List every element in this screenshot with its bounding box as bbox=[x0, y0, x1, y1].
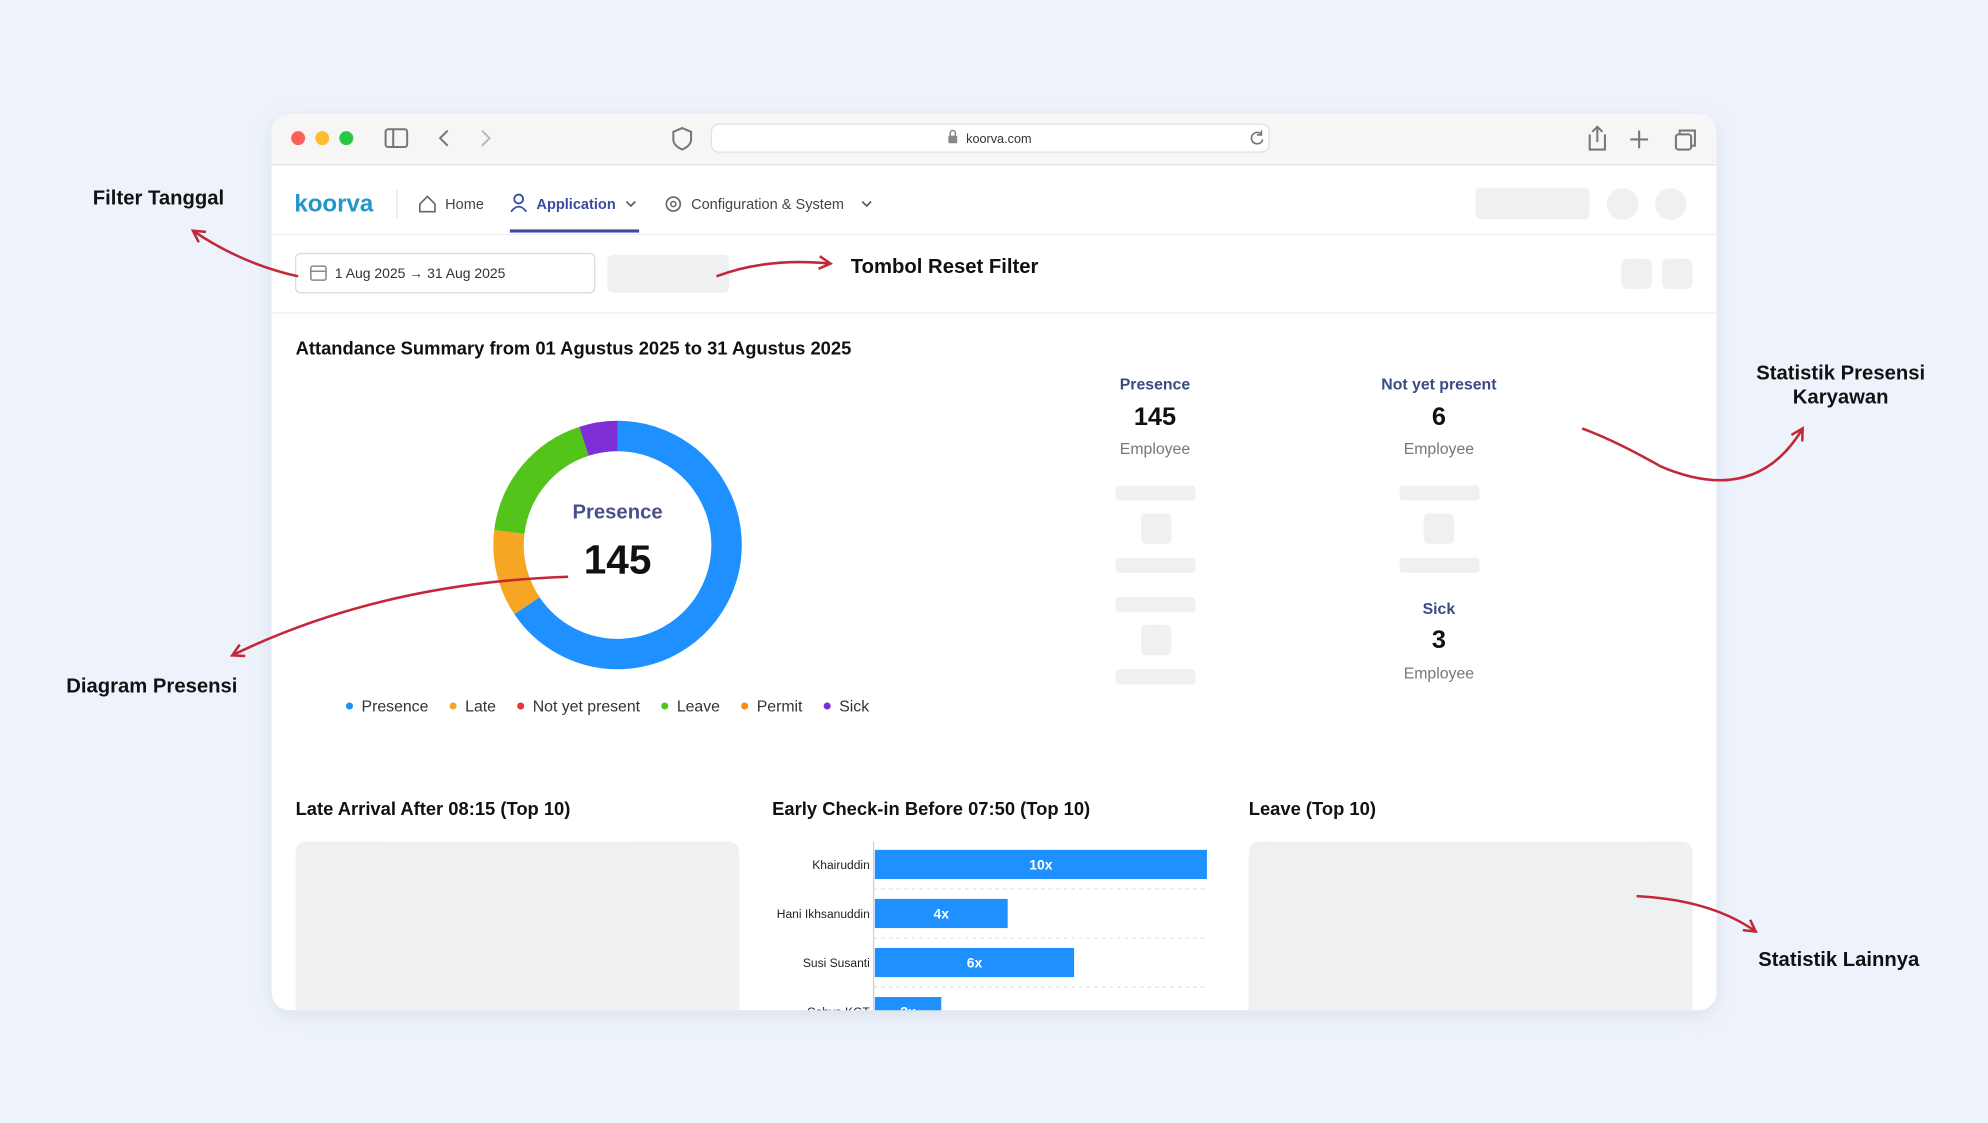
stat-skeletons bbox=[1115, 485, 1480, 685]
nav-item-active[interactable]: Application bbox=[536, 197, 615, 213]
panel-skeleton bbox=[295, 841, 740, 1011]
legend-swatch bbox=[345, 702, 354, 710]
panel-skeleton bbox=[1248, 841, 1693, 1011]
donut-segment bbox=[493, 530, 540, 615]
legend-label: Permit bbox=[757, 698, 803, 715]
bar bbox=[874, 849, 1207, 880]
stat-value: 145 bbox=[1134, 403, 1176, 431]
stat-card: Presence 145 Employee bbox=[1120, 377, 1191, 459]
bar-category-label: Hani Ikhsanuddin bbox=[777, 907, 870, 921]
logo[interactable]: koorva bbox=[294, 191, 374, 218]
browser-window bbox=[271, 114, 1717, 1011]
reset-filter-button[interactable] bbox=[607, 254, 730, 293]
bar-value-label: 2x bbox=[900, 1004, 916, 1020]
bar bbox=[874, 947, 1075, 978]
panel-title: Late Arrival After 08:15 (Top 10) bbox=[296, 798, 571, 819]
annotation: Statistik Presensi bbox=[1756, 362, 1925, 384]
window-content: koorva.com koorva Home Application Confi… bbox=[271, 114, 1717, 1020]
panel-title: Leave (Top 10) bbox=[1249, 798, 1376, 819]
legend-swatch bbox=[517, 702, 525, 710]
stat-card: Sick 3 Employee bbox=[1404, 601, 1475, 683]
legend-label: Sick bbox=[839, 698, 869, 715]
legend-swatch bbox=[661, 702, 669, 710]
legend-label: Leave bbox=[677, 698, 720, 715]
date-range-picker[interactable] bbox=[294, 252, 596, 294]
bar-value-label: 4x bbox=[934, 905, 950, 921]
stat-label: Not yet present bbox=[1381, 377, 1497, 394]
legend-label: Not yet present bbox=[533, 698, 641, 715]
minimize-button[interactable] bbox=[315, 131, 330, 146]
stat-value: 6 bbox=[1432, 403, 1446, 431]
bar bbox=[874, 997, 942, 1011]
legend-label: Presence bbox=[362, 698, 429, 715]
url-bar[interactable] bbox=[710, 123, 1270, 153]
bar-category-label: Cahya KGT bbox=[807, 1005, 871, 1019]
annotation: Karyawan bbox=[1793, 386, 1889, 408]
toolbar-icons bbox=[384, 125, 1696, 151]
date-range-text: 1 Aug 2025 → 31 Aug 2025 bbox=[335, 265, 506, 281]
stat-unit: Employee bbox=[1404, 665, 1475, 682]
annotation-arrow bbox=[193, 231, 299, 278]
annotation-arrow bbox=[1636, 894, 1756, 931]
stat-unit: Employee bbox=[1404, 441, 1475, 458]
bar-category-label: Khairuddin bbox=[812, 858, 870, 872]
nav-item[interactable]: Configuration & System bbox=[691, 197, 844, 213]
legend-swatch bbox=[449, 702, 457, 710]
bar-category-label: Susi Susanti bbox=[803, 956, 870, 970]
annotation: Diagram Presensi bbox=[66, 675, 237, 697]
active-tab-indicator bbox=[509, 229, 640, 233]
annotation: Statistik Lainnya bbox=[1758, 949, 1920, 971]
donut-chart bbox=[493, 420, 742, 670]
zoom-button[interactable] bbox=[339, 131, 354, 146]
stat-label: Sick bbox=[1423, 601, 1456, 618]
annotation: Filter Tanggal bbox=[93, 187, 224, 209]
bar-value-label: 6x bbox=[967, 954, 983, 970]
donut-segment bbox=[494, 426, 590, 535]
bar-chart: Khairuddin 10x Hani Ikhsanuddin 4x Susi Susa… bbox=[777, 841, 1207, 1020]
annotation-arrow bbox=[232, 575, 569, 656]
legend-swatch bbox=[741, 702, 749, 710]
bar bbox=[874, 898, 1008, 929]
annotation-arrow bbox=[715, 262, 830, 278]
panel-title: Early Check-in Before 07:50 (Top 10) bbox=[772, 798, 1090, 819]
donut-segment bbox=[514, 420, 742, 670]
close-button[interactable] bbox=[291, 131, 306, 146]
skeleton bbox=[1475, 187, 1590, 220]
nav-item[interactable]: Home bbox=[445, 197, 484, 213]
legend-label: Late bbox=[465, 698, 496, 715]
stat-unit: Employee bbox=[1120, 441, 1191, 458]
url-text: koorva.com bbox=[966, 132, 1031, 146]
bar-value-label: 10x bbox=[1029, 856, 1053, 872]
summary-title: Attandance Summary from 01 Agustus 2025 … bbox=[296, 338, 852, 359]
annotation-arrow bbox=[1581, 428, 1803, 482]
annotation: Tombol Reset Filter bbox=[851, 256, 1039, 278]
legend: Presence Late Not yet present Leave Permit Si… bbox=[345, 698, 869, 715]
stat-label: Presence bbox=[1120, 377, 1191, 394]
stat-card: Not yet present 6 Employee bbox=[1381, 377, 1497, 459]
legend-swatch bbox=[823, 702, 831, 710]
donut-segment bbox=[579, 420, 619, 456]
donut-center-label: Presence bbox=[572, 502, 662, 524]
stat-value: 3 bbox=[1432, 626, 1446, 654]
donut-center-value: 145 bbox=[584, 536, 652, 582]
